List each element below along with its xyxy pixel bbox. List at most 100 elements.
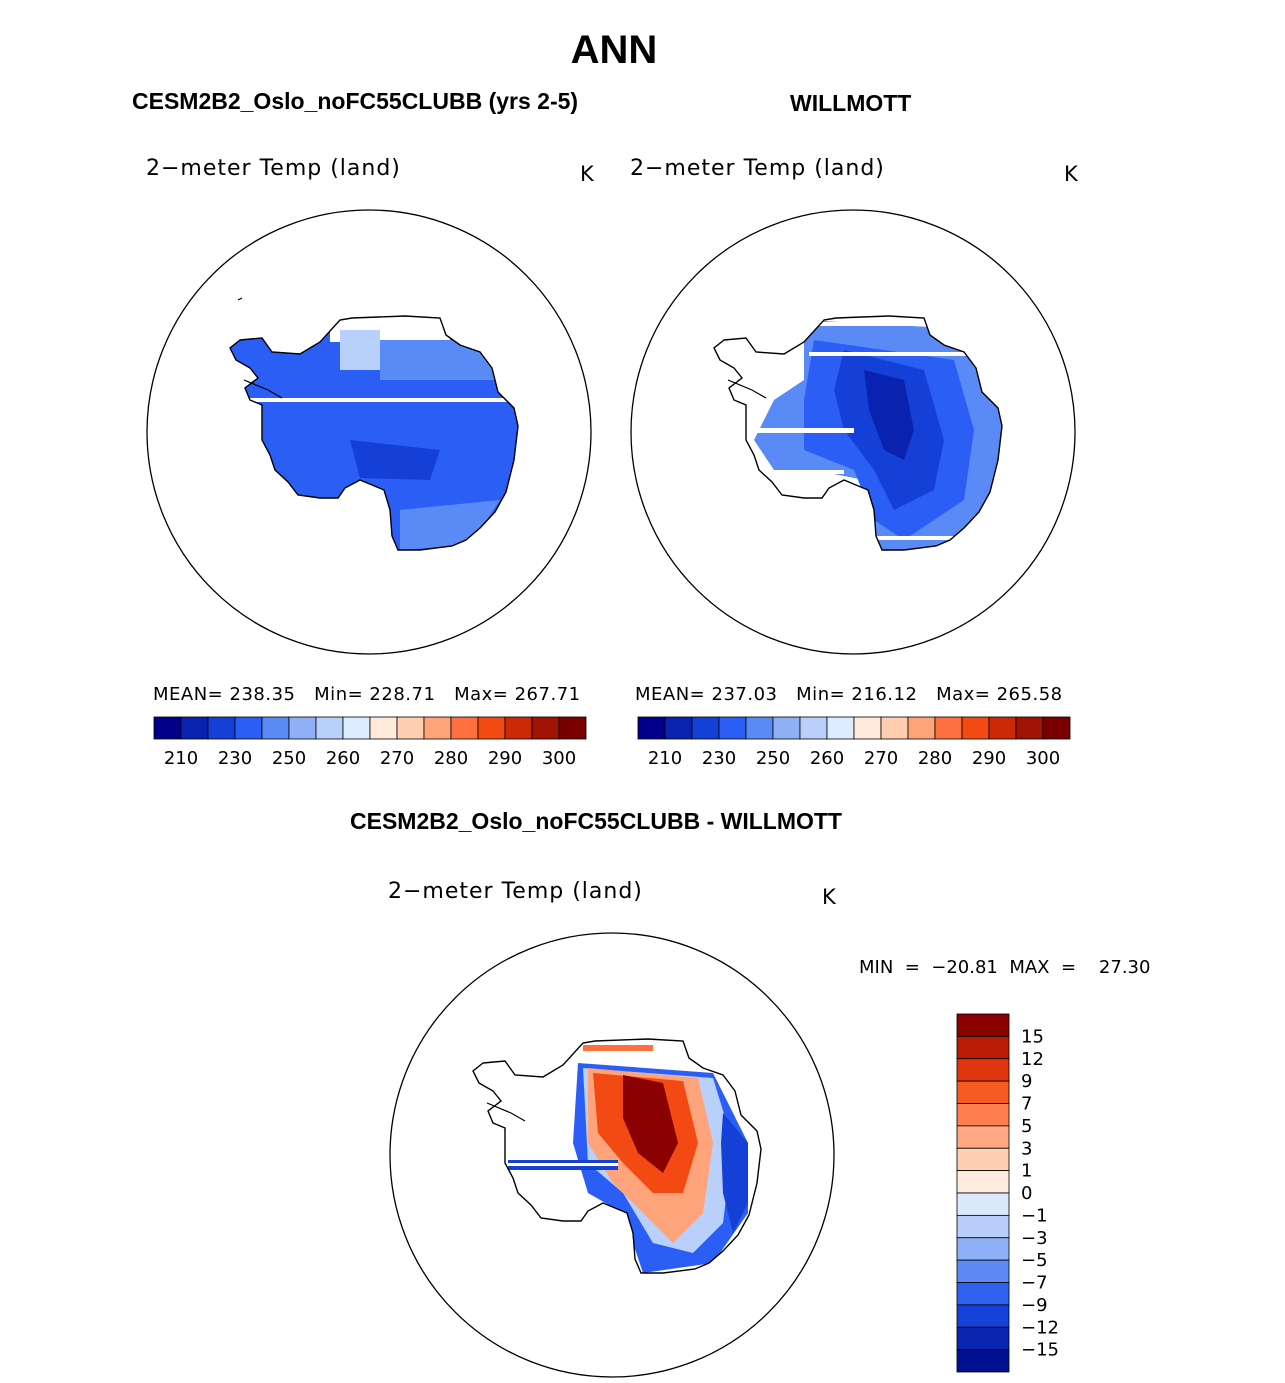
model-colorbar-box bbox=[315, 716, 344, 740]
model-colorbar-box bbox=[369, 716, 398, 740]
obs-colorbar-tick-label: 290 bbox=[972, 748, 1006, 769]
model-min-label: Min= bbox=[314, 684, 364, 705]
model-colorbar-box bbox=[558, 716, 587, 740]
diff-colorbar-tick-label: −5 bbox=[1021, 1250, 1048, 1271]
diff-colorbar-box bbox=[956, 1282, 1010, 1306]
obs-colorbar-box bbox=[988, 716, 1017, 740]
obs-units-label: K bbox=[1064, 162, 1078, 186]
obs-stats: MEAN= 237.03 Min= 216.12 Max= 265.58 bbox=[635, 684, 1063, 705]
diff-colorbar-box bbox=[956, 1125, 1010, 1149]
diff-colorbar-box bbox=[956, 1237, 1010, 1261]
obs-colorbar-tick-label: 230 bbox=[702, 748, 736, 769]
obs-colorbar-box bbox=[961, 716, 990, 740]
obs-colorbar-box bbox=[772, 716, 801, 740]
obs-mean-label: MEAN= bbox=[635, 684, 706, 705]
model-colorbar-box bbox=[531, 716, 560, 740]
diff-variable-label: 2−meter Temp (land) bbox=[388, 879, 643, 904]
diff-colorbar-box bbox=[956, 1170, 1010, 1194]
obs-colorbar-box bbox=[1015, 716, 1044, 740]
obs-colorbar-box bbox=[637, 716, 666, 740]
obs-min-label: Min= bbox=[796, 684, 846, 705]
diff-colorbar-box bbox=[956, 1058, 1010, 1082]
obs-variable-label: 2−meter Temp (land) bbox=[630, 156, 885, 181]
obs-colorbar-box bbox=[907, 716, 936, 740]
diff-panel-title: CESM2B2_Oslo_noFC55CLUBB - WILLMOTT bbox=[350, 808, 842, 834]
obs-colorbar-box bbox=[826, 716, 855, 740]
diff-colorbar-box bbox=[956, 1035, 1010, 1060]
obs-mean-value: 237.03 bbox=[711, 684, 778, 705]
model-colorbar-tick-label: 230 bbox=[218, 748, 252, 769]
obs-colorbar-box bbox=[799, 716, 828, 740]
model-colorbar-box bbox=[180, 716, 209, 740]
obs-colorbar-box bbox=[853, 716, 882, 740]
model-min-value: 228.71 bbox=[369, 684, 436, 705]
diff-units-label: K bbox=[822, 885, 836, 909]
model-colorbar-tick-label: 270 bbox=[380, 748, 414, 769]
obs-colorbar-box bbox=[880, 716, 909, 740]
obs-min-value: 216.12 bbox=[851, 684, 918, 705]
model-colorbar-box bbox=[288, 716, 317, 740]
model-map bbox=[146, 209, 592, 655]
model-colorbar-box bbox=[477, 716, 506, 740]
obs-colorbar-box bbox=[934, 716, 963, 740]
obs-colorbar-tick-label: 300 bbox=[1026, 748, 1060, 769]
model-colorbar-box bbox=[504, 716, 533, 740]
diff-colorbar-tick-label: 0 bbox=[1021, 1183, 1032, 1204]
figure-title: ANN bbox=[570, 28, 658, 72]
obs-colorbar-tick-label: 210 bbox=[648, 748, 682, 769]
diff-colorbar-tick-label: −1 bbox=[1021, 1205, 1048, 1226]
diff-minmax-label: MIN = −20.81 MAX = 27.30 bbox=[859, 957, 1151, 978]
diff-colorbar-box bbox=[956, 1147, 1010, 1172]
diff-colorbar-box bbox=[956, 1259, 1010, 1283]
obs-colorbar-tick-label: 250 bbox=[756, 748, 790, 769]
obs-colorbar-tick-label: 270 bbox=[864, 748, 898, 769]
model-map-boundary bbox=[146, 209, 592, 655]
obs-map-boundary bbox=[630, 209, 1076, 655]
obs-colorbar-box bbox=[745, 716, 774, 740]
obs-panel-title: WILLMOTT bbox=[790, 90, 912, 116]
diff-colorbar-box bbox=[956, 1192, 1010, 1216]
diff-colorbar-box bbox=[956, 1214, 1010, 1239]
diff-colorbar-tick-label: −15 bbox=[1021, 1340, 1059, 1361]
diff-colorbar-box bbox=[956, 1326, 1010, 1351]
model-colorbar-tick-label: 280 bbox=[434, 748, 468, 769]
obs-colorbar-box bbox=[664, 716, 693, 740]
diff-colorbar-tick-label: −12 bbox=[1021, 1317, 1059, 1338]
model-variable-label: 2−meter Temp (land) bbox=[146, 156, 401, 181]
model-colorbar-tick-label: 260 bbox=[326, 748, 360, 769]
model-stats: MEAN= 238.35 Min= 228.71 Max= 267.71 bbox=[153, 684, 581, 705]
model-colorbar-box bbox=[396, 716, 425, 740]
diff-colorbar-box bbox=[956, 1103, 1010, 1127]
diff-map bbox=[389, 932, 835, 1378]
diff-colorbar-tick-label: 1 bbox=[1021, 1161, 1032, 1182]
model-colorbar-tick-label: 250 bbox=[272, 748, 306, 769]
diff-colorbar-tick-label: −3 bbox=[1021, 1228, 1048, 1249]
model-colorbar-box bbox=[234, 716, 263, 740]
diff-colorbar-tick-label: 9 bbox=[1021, 1071, 1032, 1092]
model-colorbar-tick-label: 300 bbox=[542, 748, 576, 769]
diff-colorbar-tick-label: 5 bbox=[1021, 1116, 1032, 1137]
diff-colorbar-tick-label: 3 bbox=[1021, 1138, 1032, 1159]
model-max-label: Max= bbox=[454, 684, 509, 705]
diff-map-boundary bbox=[389, 932, 835, 1378]
model-units-label: K bbox=[580, 162, 594, 186]
obs-colorbar-tick-label: 280 bbox=[918, 748, 952, 769]
obs-colorbar: 210 230 250 260 270 280 290 300 bbox=[637, 716, 1071, 769]
model-max-value: 267.71 bbox=[514, 684, 581, 705]
obs-colorbar-tick-label: 260 bbox=[810, 748, 844, 769]
diff-colorbar-box bbox=[956, 1349, 1010, 1373]
model-colorbar-box bbox=[423, 716, 452, 740]
model-colorbar-tick-label: 290 bbox=[488, 748, 522, 769]
model-colorbar: 210 230 250 260 270 280 290 300 bbox=[153, 716, 587, 769]
obs-max-label: Max= bbox=[936, 684, 991, 705]
model-colorbar-box bbox=[153, 716, 182, 740]
obs-map bbox=[630, 209, 1076, 655]
diff-colorbar-tick-label: 15 bbox=[1021, 1026, 1044, 1047]
obs-colorbar-box bbox=[718, 716, 747, 740]
model-colorbar-box bbox=[450, 716, 479, 740]
diff-colorbar-box bbox=[956, 1080, 1010, 1104]
obs-max-value: 265.58 bbox=[996, 684, 1063, 705]
obs-colorbar-box bbox=[691, 716, 720, 740]
